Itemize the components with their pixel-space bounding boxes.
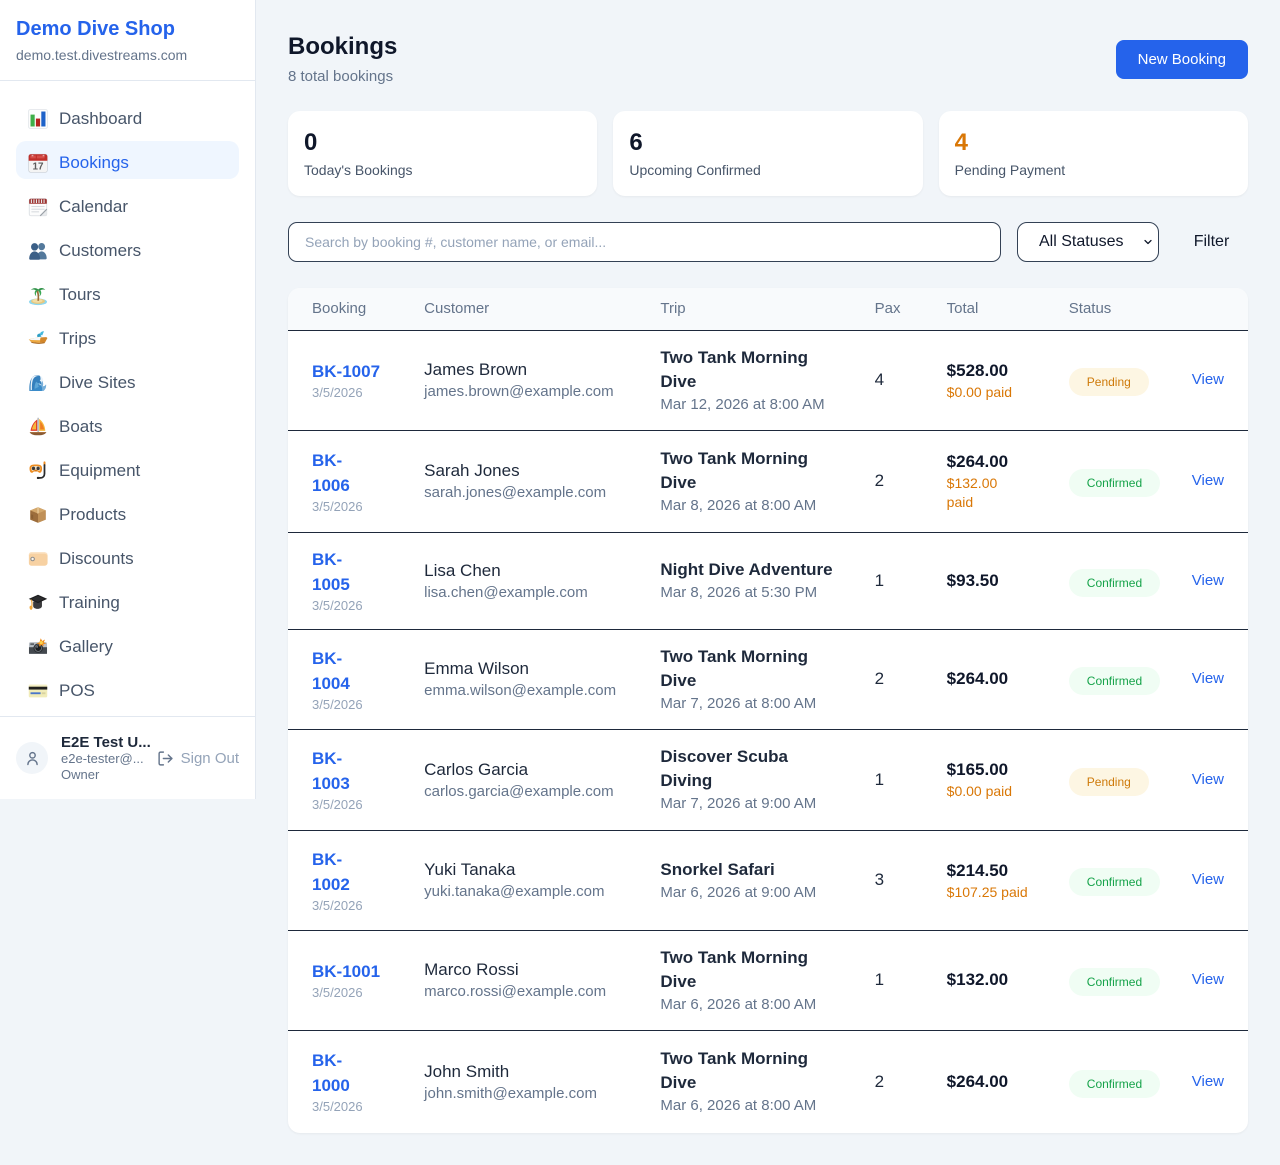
svg-text:17: 17 (32, 161, 44, 172)
